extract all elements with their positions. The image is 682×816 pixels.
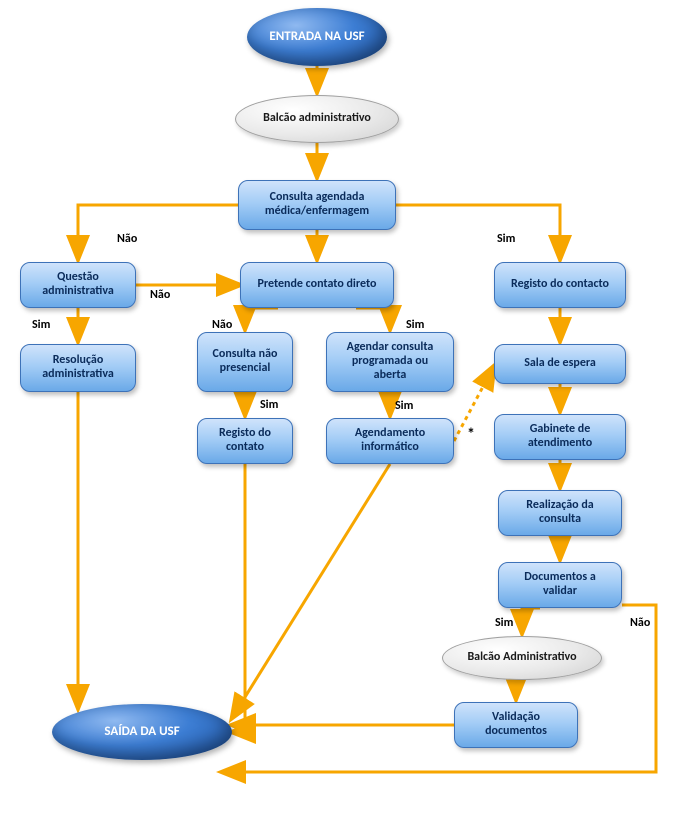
node-consulta-agendada: Consulta agendada médica/enfermagem — [238, 180, 396, 230]
node-label: Balcão Administrativo — [467, 651, 576, 665]
edge-label-sim: Sim — [395, 399, 413, 413]
edge-label-sim: Sim — [495, 616, 513, 630]
node-label: Realização da consulta — [507, 499, 613, 527]
edge-label-star: * — [467, 425, 475, 444]
node-label: Pretende contato direto — [258, 278, 377, 292]
node-pretende: Pretende contato direto — [240, 262, 394, 308]
node-label: Validação documentos — [463, 711, 569, 739]
node-consulta-nao-presencial: Consulta não presencial — [197, 332, 293, 392]
edge-label-sim: Sim — [497, 232, 515, 246]
edge — [232, 464, 390, 718]
node-sala: Sala de espera — [494, 344, 626, 384]
edge — [396, 205, 560, 259]
node-balcao2: Balcão Administrativo — [442, 636, 602, 680]
node-label: Registo do contacto — [511, 278, 609, 292]
node-label: Agendar consulta programada ou aberta — [335, 341, 445, 382]
node-label: Resolução administrativa — [29, 354, 127, 382]
node-label: Consulta não presencial — [206, 348, 284, 376]
node-entrada: ENTRADA NA USF — [247, 8, 387, 66]
edge-label-nao: Não — [212, 318, 232, 332]
node-label: Questão administrativa — [29, 271, 127, 299]
edge-label-sim: Sim — [406, 318, 424, 332]
node-questao: Questão administrativa — [20, 262, 136, 308]
edge — [78, 205, 238, 259]
node-saida: SAÍDA DA USF — [52, 704, 232, 760]
node-realizacao: Realização da consulta — [498, 490, 622, 536]
node-label: Consulta agendada médica/enfermagem — [247, 191, 387, 219]
node-resolucao: Resolução administrativa — [20, 344, 136, 392]
edge — [522, 608, 540, 633]
edge — [232, 464, 245, 732]
node-label: Sala de espera — [524, 357, 596, 371]
node-gabinete: Gabinete de atendimento — [494, 414, 626, 460]
node-agendamento-informatico: Agendamento informático — [326, 418, 454, 464]
node-validacao: Validação documentos — [454, 702, 578, 748]
node-label: Registo do contato — [206, 427, 284, 455]
node-label: SAÍDA DA USF — [104, 725, 179, 740]
node-label: Agendamento informático — [335, 427, 445, 455]
node-documentos: Documentos a validar — [498, 562, 622, 608]
node-label: Gabinete de atendimento — [503, 423, 617, 451]
node-agendar: Agendar consulta programada ou aberta — [326, 332, 454, 392]
node-label: ENTRADA NA USF — [269, 30, 364, 45]
edge — [245, 308, 278, 329]
edge-label-sim: Sim — [32, 318, 50, 332]
node-label: Documentos a validar — [507, 571, 613, 599]
edge-label-nao: Não — [117, 232, 137, 246]
node-registo-contato: Registo do contato — [197, 418, 293, 464]
edge-label-sim: Sim — [260, 398, 278, 412]
edge-label-nao: Não — [150, 288, 170, 302]
node-registo-contacto: Registo do contacto — [494, 262, 626, 308]
edge-label-nao: Não — [630, 616, 650, 630]
node-label: Balcão administrativo — [263, 112, 371, 126]
node-balcao1: Balcão administrativo — [235, 95, 399, 143]
edge — [356, 308, 390, 329]
